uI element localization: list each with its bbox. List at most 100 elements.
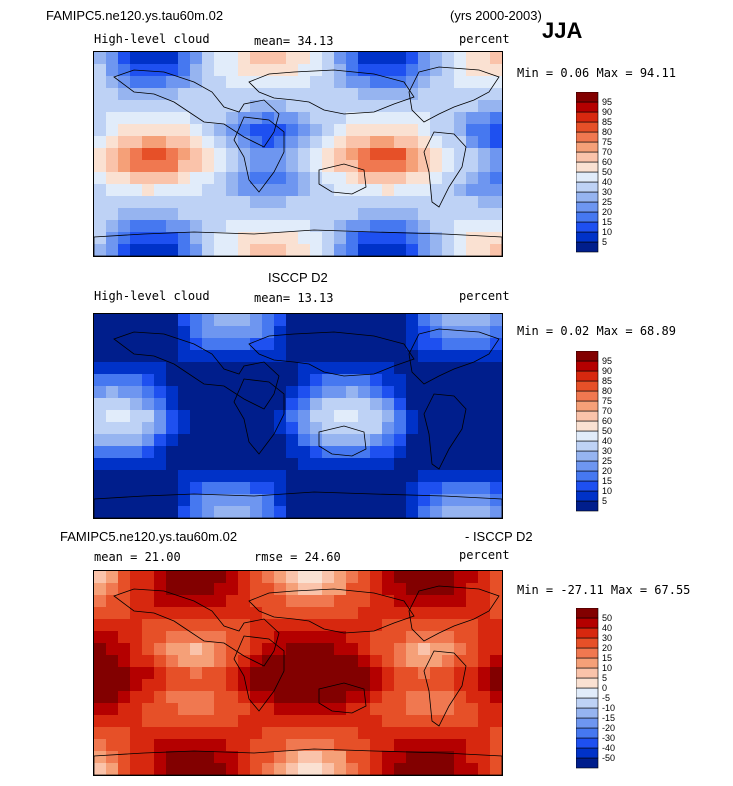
field-cell — [142, 679, 155, 692]
field-cell — [310, 124, 323, 137]
field-cell — [190, 422, 203, 435]
field-cell — [454, 220, 467, 233]
field-cell — [118, 482, 131, 495]
field-cell — [490, 727, 502, 740]
field-cell — [190, 232, 203, 245]
field-cell — [250, 470, 263, 483]
field-cell — [334, 232, 347, 245]
field-cell — [238, 184, 251, 197]
field-cell — [418, 386, 431, 399]
field-cell — [358, 583, 371, 596]
colorbar-tick-label: -40 — [602, 743, 615, 753]
field-cell — [214, 386, 227, 399]
field-cell — [490, 715, 502, 728]
field-cell — [94, 350, 107, 363]
field-cell — [274, 751, 287, 764]
field-cell — [442, 172, 455, 185]
field-cell — [310, 160, 323, 173]
field-cell — [142, 172, 155, 185]
field-cell — [394, 220, 407, 233]
field-cell — [430, 494, 443, 507]
field-cell — [358, 763, 371, 775]
field-cell — [370, 232, 383, 245]
field-cell — [154, 583, 167, 596]
field-cell — [130, 244, 143, 256]
panel3-colorbar: -50 -40 -30 -20 -15 -10 -5 0 5 10 15 20 30 40 50 — [575, 607, 636, 779]
field-cell — [94, 655, 107, 668]
panel3-rmse: rmse = 24.60 — [254, 550, 341, 564]
field-cell — [454, 398, 467, 411]
field-cell — [478, 148, 491, 161]
field-cell — [406, 160, 419, 173]
field-cell — [154, 494, 167, 507]
field-cell — [250, 136, 263, 149]
field-cell — [358, 446, 371, 459]
field-cell — [154, 643, 167, 656]
field-cell — [142, 691, 155, 704]
field-cell — [154, 751, 167, 764]
field-cell — [178, 148, 191, 161]
field-cell — [478, 655, 491, 668]
field-cell — [118, 374, 131, 387]
field-cell — [166, 196, 179, 209]
panel2-title: ISCCP D2 — [268, 270, 328, 285]
field-cell — [142, 386, 155, 399]
field-cell — [190, 715, 203, 728]
field-cell — [106, 643, 119, 656]
field-cell — [274, 160, 287, 173]
field-cell — [310, 595, 323, 608]
field-cell — [250, 619, 263, 632]
colorbar-tick-label: 15 — [602, 217, 612, 227]
field-cell — [190, 691, 203, 704]
field-cell — [310, 88, 323, 101]
field-cell — [166, 715, 179, 728]
model-title: FAMIPC5.ne120.ys.tau60m.02 — [46, 8, 224, 23]
field-cell — [382, 398, 395, 411]
field-cell — [202, 607, 215, 620]
field-cell — [226, 422, 239, 435]
field-cell — [202, 410, 215, 423]
field-cell — [406, 76, 419, 89]
panel3-map — [93, 570, 503, 776]
field-cell — [178, 506, 191, 518]
field-cell — [454, 314, 467, 327]
coastline — [248, 69, 415, 115]
field-cell — [118, 679, 131, 692]
field-cell — [214, 655, 227, 668]
field-cell — [166, 52, 179, 65]
field-cell — [166, 655, 179, 668]
coastline — [233, 378, 285, 455]
field-cell — [202, 136, 215, 149]
field-cell — [466, 112, 479, 125]
field-cell — [310, 607, 323, 620]
field-cell — [94, 751, 107, 764]
field-cell — [94, 703, 107, 716]
field-cell — [322, 398, 335, 411]
field-cell — [346, 470, 359, 483]
field-cell — [262, 422, 275, 435]
field-cell — [454, 607, 467, 620]
field-cell — [310, 208, 323, 221]
field-cell — [250, 160, 263, 173]
field-cell — [142, 494, 155, 507]
field-cell — [322, 655, 335, 668]
field-cell — [322, 643, 335, 656]
field-cell — [130, 631, 143, 644]
field-cell — [214, 763, 227, 775]
field-cell — [214, 64, 227, 77]
field-cell — [454, 410, 467, 423]
field-cell — [178, 571, 191, 584]
field-cell — [442, 458, 455, 471]
field-cell — [202, 506, 215, 518]
field-cell — [322, 362, 335, 375]
field-cell — [466, 148, 479, 161]
field-cell — [94, 88, 107, 101]
field-cell — [130, 571, 143, 584]
colorbar-tick-label: 20 — [602, 207, 612, 217]
field-cell — [154, 112, 167, 125]
field-cell — [166, 607, 179, 620]
field-cell — [394, 631, 407, 644]
field-cell — [334, 434, 347, 447]
field-cell — [454, 482, 467, 495]
field-cell — [166, 763, 179, 775]
